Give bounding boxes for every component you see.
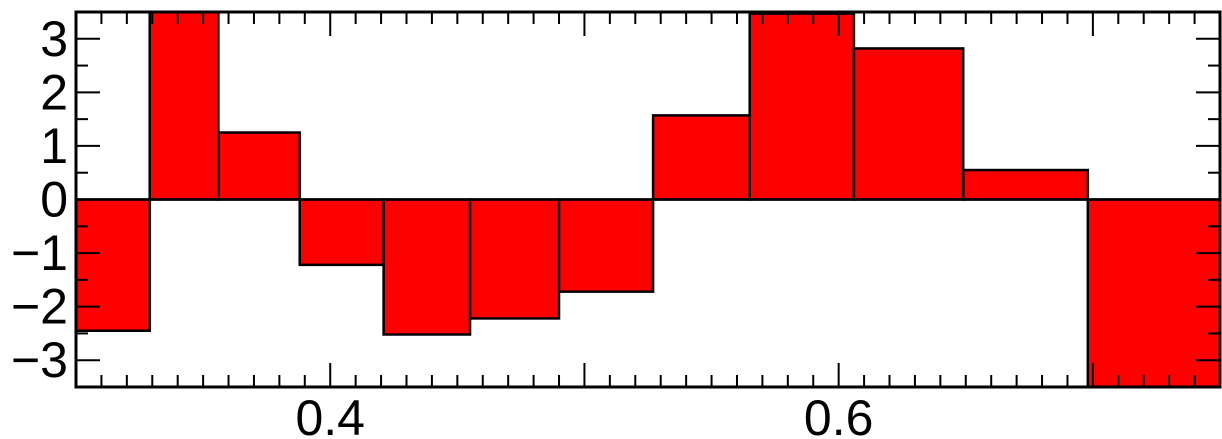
histogram-bar	[382, 198, 472, 336]
ticks-layer	[75, 12, 1221, 387]
plot-frame	[74, 10, 1222, 389]
histogram-bar	[468, 198, 561, 320]
histogram-bar	[748, 12, 856, 201]
y-tick-label: −3	[11, 332, 68, 388]
histogram-bar	[961, 168, 1090, 201]
x-tick-labels: 0.4 0.6	[295, 390, 873, 439]
histogram-bar	[298, 198, 385, 267]
x-tick-label: 0.4	[295, 390, 365, 439]
histogram-bar	[1086, 198, 1222, 389]
y-tick-label: 0	[40, 172, 68, 228]
histogram-bar	[148, 10, 220, 201]
y-tick-label: −1	[11, 225, 68, 281]
bars-layer	[74, 10, 1222, 389]
y-tick-label: −2	[11, 279, 68, 335]
histogram-bar	[852, 47, 965, 201]
y-tick-label: 2	[40, 64, 68, 120]
histogram-bar	[74, 198, 151, 332]
histogram-bar	[651, 114, 751, 201]
histogram-bar	[217, 131, 301, 201]
y-tick-label: 1	[40, 118, 68, 174]
histogram-bar	[557, 198, 655, 293]
x-tick-label: 0.6	[804, 390, 874, 439]
y-tick-label: 3	[40, 11, 68, 67]
